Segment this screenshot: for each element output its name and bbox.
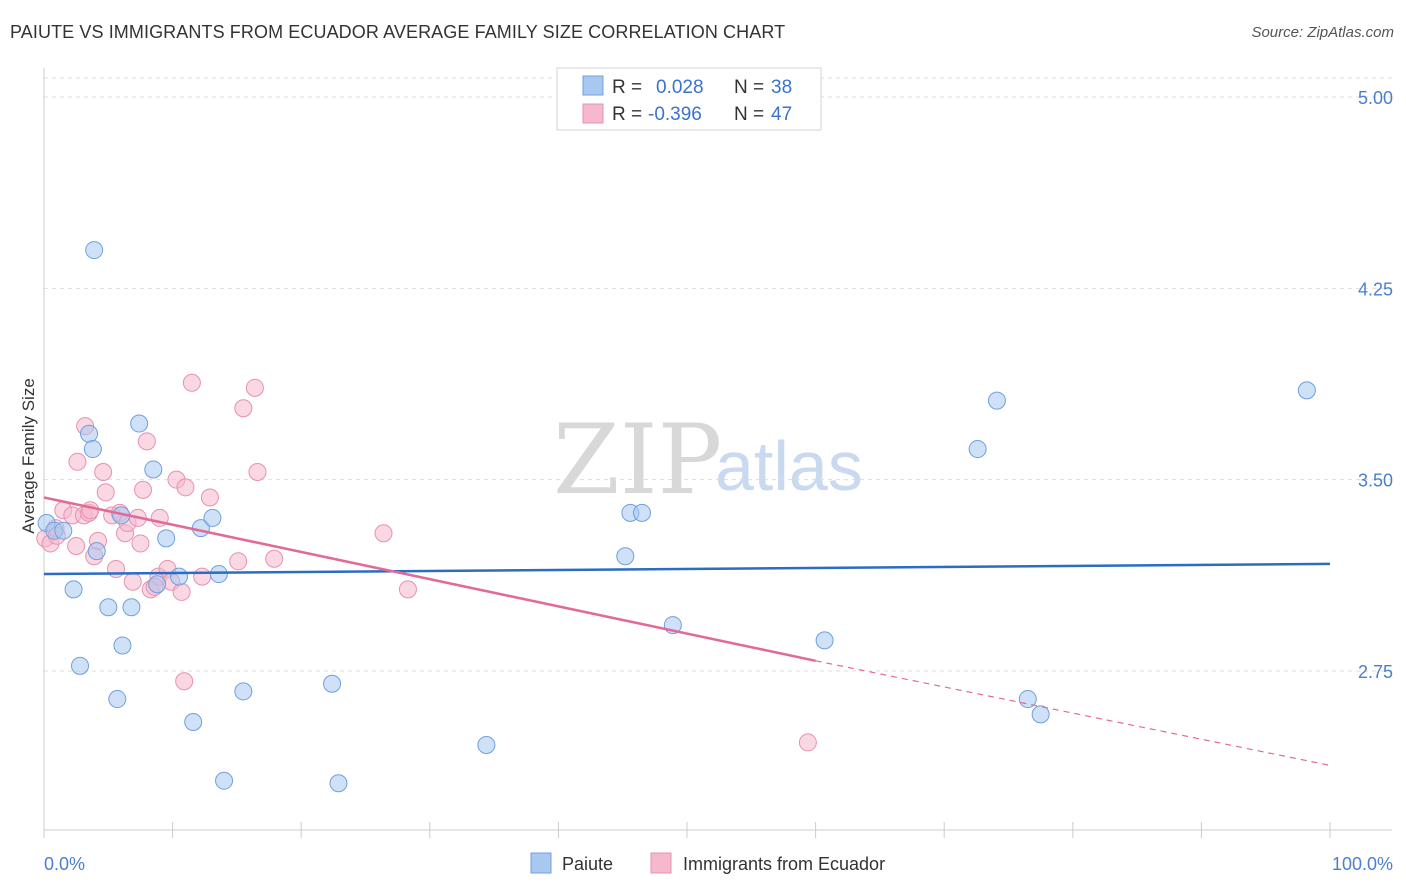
y-tick-label: 4.25 (1358, 279, 1393, 299)
point-paiute (83, 440, 102, 459)
point-paiute (80, 424, 99, 443)
y-tick-label: 2.75 (1358, 662, 1393, 682)
point-immigrants-from-ecuador (248, 463, 267, 482)
point-immigrants-from-ecuador (94, 463, 113, 482)
point-immigrants-from-ecuador (137, 432, 156, 451)
point-immigrants-from-ecuador (131, 534, 150, 553)
y-axis-label: Average Family Size (19, 378, 38, 534)
legend-r-label-2: R = (612, 104, 642, 125)
point-paiute (477, 735, 496, 754)
point-immigrants-from-ecuador (175, 672, 194, 691)
source-label: Source: ZipAtlas.com (1251, 24, 1394, 41)
point-paiute (122, 598, 141, 617)
point-paiute (130, 414, 149, 433)
point-paiute (148, 575, 167, 594)
trendline-ecuador (43, 496, 816, 663)
trendlines (43, 496, 1331, 766)
x-tick-marks (43, 822, 1331, 838)
legend-r-value-1: 0.028 (656, 77, 704, 98)
point-paiute (144, 460, 163, 479)
y-tick-label: 5.00 (1358, 88, 1393, 108)
point-immigrants-from-ecuador (81, 501, 100, 520)
trendline-paiute (43, 562, 1331, 576)
point-immigrants-from-ecuador (172, 582, 191, 601)
point-paiute (323, 674, 342, 693)
series-paiute (37, 241, 1316, 793)
point-paiute (1297, 381, 1316, 400)
point-immigrants-from-ecuador (798, 733, 817, 752)
legend-n-label-1: N = (734, 77, 764, 98)
point-immigrants-from-ecuador (182, 373, 201, 392)
point-paiute (329, 774, 348, 793)
point-immigrants-from-ecuador (123, 572, 142, 591)
point-paiute (108, 690, 127, 709)
legend-r-label-1: R = (612, 77, 642, 98)
legend-swatch-paiute-bottom (530, 852, 552, 874)
legend-swatch-paiute (582, 75, 604, 96)
point-paiute (632, 503, 651, 522)
point-paiute (987, 391, 1006, 410)
point-paiute (184, 713, 203, 732)
point-immigrants-from-ecuador (176, 478, 195, 497)
point-immigrants-from-ecuador (229, 552, 248, 571)
point-immigrants-from-ecuador (107, 559, 126, 578)
point-immigrants-from-ecuador (200, 488, 219, 507)
point-paiute (157, 529, 176, 548)
point-immigrants-from-ecuador (234, 399, 253, 418)
point-immigrants-from-ecuador (245, 378, 264, 397)
point-immigrants-from-ecuador (193, 567, 212, 586)
point-paiute (87, 542, 106, 561)
y-tick-label: 3.50 (1358, 471, 1393, 491)
legend-n-value-2: 47 (771, 104, 792, 125)
point-paiute (209, 565, 228, 584)
point-paiute (64, 580, 83, 599)
point-paiute (71, 656, 90, 675)
point-immigrants-from-ecuador (398, 580, 417, 599)
point-paiute (99, 598, 118, 617)
legend-n-label-2: N = (734, 104, 764, 125)
y-tick-labels: 2.75 3.50 4.25 5.00 (1358, 88, 1393, 682)
point-immigrants-from-ecuador (134, 480, 153, 499)
point-paiute (54, 521, 73, 540)
axes (43, 68, 1392, 831)
watermark-zip: ZIP (553, 404, 722, 516)
point-paiute (215, 771, 234, 790)
legend-n-value-1: 38 (771, 77, 792, 98)
trendline-ecuador-extension (815, 660, 1331, 766)
series-legend: Paiute Immigrants from Ecuador (530, 852, 885, 874)
series-immigrants-from-ecuador (36, 373, 817, 752)
chart-title: PAIUTE VS IMMIGRANTS FROM ECUADOR AVERAG… (10, 22, 786, 42)
x-tick-label-min: 0.0% (44, 854, 85, 874)
point-immigrants-from-ecuador (96, 483, 115, 502)
legend-r-value-2: -0.396 (648, 104, 702, 125)
x-tick-label-max: 100.0% (1332, 854, 1393, 874)
point-immigrants-from-ecuador (68, 452, 87, 471)
point-paiute (616, 547, 635, 566)
point-paiute (815, 631, 834, 650)
point-paiute (1031, 705, 1050, 724)
legend-swatch-ecuador-bottom (650, 852, 672, 874)
correlation-legend: R = 0.028 N = 38 R = -0.396 N = 47 (556, 67, 822, 131)
legend-label-paiute: Paiute (562, 854, 613, 874)
point-immigrants-from-ecuador (67, 536, 86, 555)
point-paiute (968, 440, 987, 459)
gridlines (44, 77, 1392, 672)
watermark-atlas: atlas (715, 427, 863, 505)
legend-swatch-ecuador (582, 103, 604, 124)
point-immigrants-from-ecuador (265, 549, 284, 568)
point-paiute (113, 636, 132, 655)
point-immigrants-from-ecuador (374, 524, 393, 543)
legend-label-ecuador: Immigrants from Ecuador (683, 854, 885, 874)
point-paiute (203, 508, 222, 527)
point-paiute (170, 567, 189, 586)
point-paiute (85, 241, 104, 260)
point-paiute (234, 682, 253, 701)
